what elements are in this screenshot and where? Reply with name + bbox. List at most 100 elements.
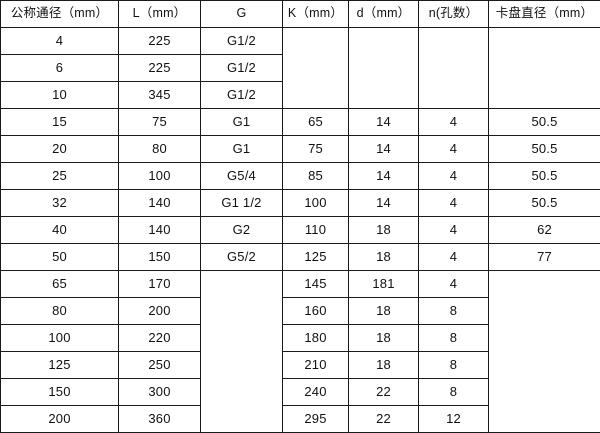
cell-g-empty bbox=[201, 271, 283, 298]
cell-g: G1 1/2 bbox=[201, 190, 283, 217]
cell-k-empty bbox=[283, 55, 349, 82]
cell-d: 22 bbox=[349, 379, 419, 406]
cell-d-empty bbox=[349, 82, 419, 109]
cell-k: 125 bbox=[283, 244, 349, 271]
cell-chuck: 62 bbox=[489, 217, 600, 244]
cell-dn: 25 bbox=[1, 163, 119, 190]
cell-k: 65 bbox=[283, 109, 349, 136]
cell-n: 8 bbox=[419, 379, 489, 406]
cell-chuck-empty bbox=[489, 379, 600, 406]
cell-d: 14 bbox=[349, 163, 419, 190]
cell-dn: 32 bbox=[1, 190, 119, 217]
cell-d: 181 bbox=[349, 271, 419, 298]
cell-n: 4 bbox=[419, 271, 489, 298]
cell-l: 170 bbox=[119, 271, 201, 298]
cell-l: 200 bbox=[119, 298, 201, 325]
cell-chuck-empty bbox=[489, 55, 600, 82]
cell-dn: 65 bbox=[1, 271, 119, 298]
cell-n: 8 bbox=[419, 325, 489, 352]
cell-chuck-empty bbox=[489, 28, 600, 55]
cell-n: 4 bbox=[419, 163, 489, 190]
cell-l: 140 bbox=[119, 190, 201, 217]
cell-k: 160 bbox=[283, 298, 349, 325]
cell-n-empty bbox=[419, 28, 489, 55]
cell-l: 300 bbox=[119, 379, 201, 406]
cell-k-empty bbox=[283, 82, 349, 109]
cell-g: G5/2 bbox=[201, 244, 283, 271]
cell-n: 4 bbox=[419, 109, 489, 136]
cell-d: 18 bbox=[349, 217, 419, 244]
cell-chuck: 77 bbox=[489, 244, 600, 271]
cell-dn: 125 bbox=[1, 352, 119, 379]
column-header-k: K（mm） bbox=[283, 1, 349, 28]
cell-l: 140 bbox=[119, 217, 201, 244]
cell-d-empty bbox=[349, 55, 419, 82]
cell-k: 75 bbox=[283, 136, 349, 163]
cell-g: G1/2 bbox=[201, 28, 283, 55]
cell-d-empty bbox=[349, 28, 419, 55]
cell-dn: 100 bbox=[1, 325, 119, 352]
cell-d: 14 bbox=[349, 136, 419, 163]
cell-d: 14 bbox=[349, 109, 419, 136]
cell-dn: 150 bbox=[1, 379, 119, 406]
cell-g: G1/2 bbox=[201, 82, 283, 109]
cell-l: 250 bbox=[119, 352, 201, 379]
cell-g: G1 bbox=[201, 109, 283, 136]
cell-k: 100 bbox=[283, 190, 349, 217]
cell-dn: 10 bbox=[1, 82, 119, 109]
cell-dn: 4 bbox=[1, 28, 119, 55]
cell-chuck-empty bbox=[489, 352, 600, 379]
cell-n: 8 bbox=[419, 298, 489, 325]
cell-chuck: 50.5 bbox=[489, 190, 600, 217]
cell-d: 18 bbox=[349, 298, 419, 325]
cell-k: 240 bbox=[283, 379, 349, 406]
cell-n-empty bbox=[419, 55, 489, 82]
cell-chuck: 50.5 bbox=[489, 109, 600, 136]
cell-d: 14 bbox=[349, 190, 419, 217]
cell-g: G5/4 bbox=[201, 163, 283, 190]
cell-k: 85 bbox=[283, 163, 349, 190]
cell-chuck: 50.5 bbox=[489, 136, 600, 163]
cell-dn: 6 bbox=[1, 55, 119, 82]
cell-k: 145 bbox=[283, 271, 349, 298]
cell-l: 75 bbox=[119, 109, 201, 136]
column-header-l: L（mm） bbox=[119, 1, 201, 28]
cell-chuck-empty bbox=[489, 325, 600, 352]
cell-g: G1 bbox=[201, 136, 283, 163]
cell-l: 220 bbox=[119, 325, 201, 352]
cell-g-empty bbox=[201, 298, 283, 325]
column-header-dn: 公称通径（mm） bbox=[1, 1, 119, 28]
cell-n: 4 bbox=[419, 136, 489, 163]
cell-chuck-empty bbox=[489, 298, 600, 325]
column-header-d: d（mm） bbox=[349, 1, 419, 28]
cell-d: 18 bbox=[349, 325, 419, 352]
column-header-chuck: 卡盘直径（mm） bbox=[489, 1, 600, 28]
cell-dn: 40 bbox=[1, 217, 119, 244]
cell-dn: 20 bbox=[1, 136, 119, 163]
cell-n: 4 bbox=[419, 217, 489, 244]
cell-l: 345 bbox=[119, 82, 201, 109]
cell-l: 225 bbox=[119, 55, 201, 82]
cell-g: G1/2 bbox=[201, 55, 283, 82]
cell-d: 18 bbox=[349, 244, 419, 271]
cell-k: 180 bbox=[283, 325, 349, 352]
cell-d: 18 bbox=[349, 352, 419, 379]
cell-k-empty bbox=[283, 28, 349, 55]
cell-n: 4 bbox=[419, 190, 489, 217]
cell-dn: 50 bbox=[1, 244, 119, 271]
column-header-g: G bbox=[201, 1, 283, 28]
cell-l: 80 bbox=[119, 136, 201, 163]
cell-n: 4 bbox=[419, 244, 489, 271]
